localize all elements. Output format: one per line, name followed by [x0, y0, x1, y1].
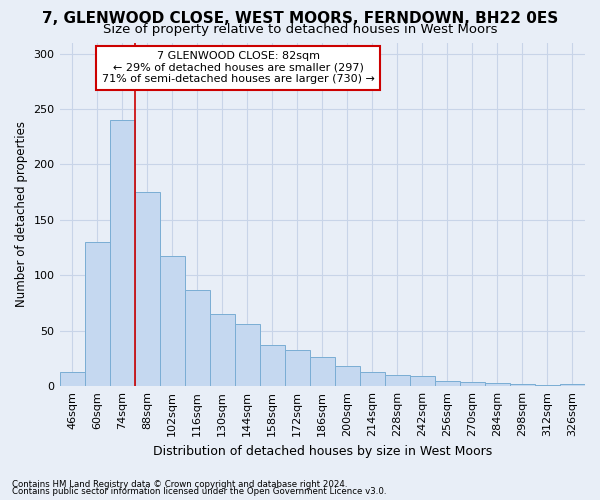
Bar [110, 120, 134, 386]
Text: Contains HM Land Registry data © Crown copyright and database right 2024.: Contains HM Land Registry data © Crown c… [12, 480, 347, 489]
Bar [435, 380, 460, 386]
Bar [460, 382, 485, 386]
Bar [410, 376, 435, 386]
Bar [209, 314, 235, 386]
Bar [260, 345, 285, 386]
Bar [310, 358, 335, 386]
Bar [535, 385, 560, 386]
Bar [335, 366, 360, 386]
Text: 7 GLENWOOD CLOSE: 82sqm
← 29% of detached houses are smaller (297)
71% of semi-d: 7 GLENWOOD CLOSE: 82sqm ← 29% of detache… [102, 51, 374, 84]
Bar [360, 372, 385, 386]
Bar [510, 384, 535, 386]
Bar [85, 242, 110, 386]
Y-axis label: Number of detached properties: Number of detached properties [15, 122, 28, 308]
Bar [185, 290, 209, 386]
Text: 7, GLENWOOD CLOSE, WEST MOORS, FERNDOWN, BH22 0ES: 7, GLENWOOD CLOSE, WEST MOORS, FERNDOWN,… [42, 11, 558, 26]
Bar [160, 256, 185, 386]
Bar [485, 383, 510, 386]
Text: Contains public sector information licensed under the Open Government Licence v3: Contains public sector information licen… [12, 488, 386, 496]
Text: Size of property relative to detached houses in West Moors: Size of property relative to detached ho… [103, 22, 497, 36]
X-axis label: Distribution of detached houses by size in West Moors: Distribution of detached houses by size … [152, 444, 492, 458]
Bar [560, 384, 585, 386]
Bar [134, 192, 160, 386]
Bar [385, 375, 410, 386]
Bar [285, 350, 310, 386]
Bar [59, 372, 85, 386]
Bar [235, 324, 260, 386]
